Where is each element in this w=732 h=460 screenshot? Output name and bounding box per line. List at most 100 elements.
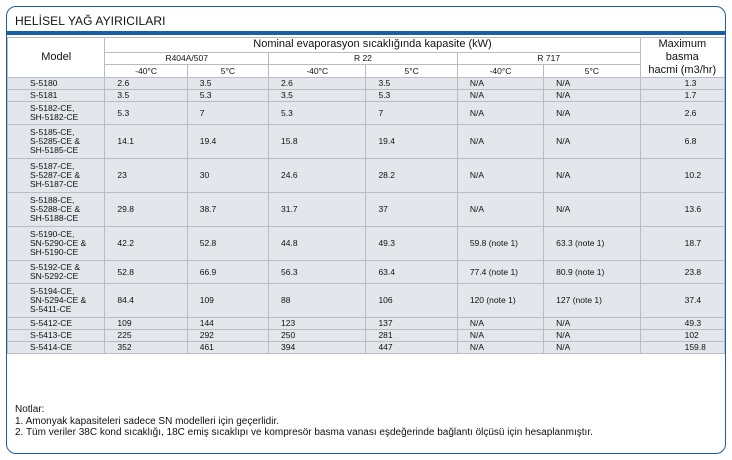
capacity-cell: 38.7: [186, 192, 270, 227]
note-item: 2. Tüm veriler 38C kond sıcaklığı, 18C e…: [15, 427, 593, 438]
capacity-cell: 225: [104, 329, 188, 342]
max-volume-cell: 18.7: [639, 226, 725, 261]
capacity-cell: 49.3: [365, 226, 458, 261]
table-row: S-5188-CE, S-5288-CE & SH-5188-CE 29.8 38.7 3…: [7, 192, 725, 227]
capacity-cell: N/A: [543, 341, 641, 354]
max-volume-cell: 37.4: [639, 283, 725, 318]
temperature-header: -40°C: [456, 64, 545, 78]
model-line: S-5412-CE: [30, 318, 73, 328]
capacity-cell: N/A: [543, 124, 641, 159]
model-line: S-5190-CE,: [30, 229, 75, 239]
model-line: S-5414-CE: [30, 342, 73, 352]
capacity-cell: 77.4 (note 1): [456, 260, 545, 284]
max-volume-cell: 2.6: [639, 101, 725, 125]
capacity-cell: 292: [186, 329, 270, 342]
capacity-cell: N/A: [543, 89, 641, 102]
capacity-cell: 5.3: [186, 89, 270, 102]
capacity-table-panel: HELİSEL YAĞ AYIRICILARI Model Nominal ev…: [6, 6, 726, 454]
max-volume-cell: 1.7: [639, 89, 725, 102]
capacity-cell: 120 (note 1): [456, 283, 545, 318]
capacity-cell: 59.8 (note 1): [456, 226, 545, 261]
table-row: S-5192-CE & SN-5292-CE 52.8 66.9 56.3 63.4 77.…: [7, 260, 725, 284]
capacity-cell: 84.4: [104, 283, 188, 318]
capacity-cell: 144: [186, 317, 270, 330]
capacity-cell: N/A: [456, 77, 545, 90]
column-header-nominal-capacity: Nominal evaporasyon sıcaklığında kapasit…: [104, 37, 641, 53]
capacity-cell: N/A: [456, 317, 545, 330]
capacity-cell: 23: [104, 158, 188, 193]
capacity-cell: 14.1: [104, 124, 188, 159]
model-cell: S-5181: [7, 89, 106, 102]
capacity-cell: 250: [268, 329, 367, 342]
capacity-cell: N/A: [543, 317, 641, 330]
page-title: HELİSEL YAĞ AYIRICILARI: [15, 14, 166, 28]
table-row: S-5187-CE, S-5287-CE & SH-5187-CE 23 30 24.6 2…: [7, 158, 725, 193]
capacity-cell: 19.4: [186, 124, 270, 159]
capacity-cell: 3.5: [268, 89, 367, 102]
model-cell: S-5180: [7, 77, 106, 90]
max-volume-cell: 13.6: [639, 192, 725, 227]
model-line: S-5194-CE,: [30, 286, 75, 296]
table-row: S-5412-CE 109 144 123 137 N/A N/A 49.3: [7, 317, 725, 330]
temperature-header: -40°C: [104, 64, 188, 78]
model-cell: S-5185-CE, S-5285-CE & SH-5185-CE: [7, 124, 106, 159]
max-volume-cell: 102: [639, 329, 725, 342]
model-line: S-5288-CE &: [30, 204, 81, 214]
capacity-cell: 2.6: [104, 77, 188, 90]
capacity-cell: N/A: [543, 329, 641, 342]
capacity-cell: 109: [186, 283, 270, 318]
table-row: S-5413-CE 225 292 250 281 N/A N/A 102: [7, 329, 725, 342]
capacity-cell: 80.9 (note 1): [543, 260, 641, 284]
model-line: S-5411-CE: [30, 304, 72, 314]
table-row: S-5185-CE, S-5285-CE & SH-5185-CE 14.1 19.4 1…: [7, 124, 725, 159]
model-cell: S-5194-CE, SN-5294-CE & S-5411-CE: [7, 283, 106, 318]
capacity-cell: N/A: [456, 101, 545, 125]
capacity-cell: 24.6: [268, 158, 367, 193]
capacity-cell: 394: [268, 341, 367, 354]
model-line: S-5188-CE,: [30, 195, 75, 205]
capacity-cell: 7: [365, 101, 458, 125]
capacity-cell: 7: [186, 101, 270, 125]
refrigerant-header: R 717: [456, 51, 641, 66]
max-volume-cell: 23.8: [639, 260, 725, 284]
capacity-cell: 19.4: [365, 124, 458, 159]
capacity-cell: 3.5: [365, 77, 458, 90]
capacity-cell: 5.3: [365, 89, 458, 102]
refrigerant-header: R 22: [268, 51, 458, 66]
max-volume-cell: 159.8: [639, 341, 725, 354]
model-line: SN-5290-CE &: [30, 238, 87, 248]
capacity-cell: N/A: [456, 192, 545, 227]
table-row: S-5180 2.6 3.5 2.6 3.5 N/A N/A 1.3: [7, 77, 725, 90]
max-volume-cell: 6.8: [639, 124, 725, 159]
capacity-cell: 28.2: [365, 158, 458, 193]
table-row: S-5190-CE, SN-5290-CE & SH-5190-CE 42.2 52.8…: [7, 226, 725, 261]
column-header-model: Model: [7, 37, 106, 78]
temperature-header: 5°C: [543, 64, 641, 78]
model-line: S-5182-CE,: [30, 103, 75, 113]
capacity-table: Model Nominal evaporasyon sıcaklığında k…: [7, 37, 725, 354]
model-cell: S-5188-CE, S-5288-CE & SH-5188-CE: [7, 192, 106, 227]
model-line: S-5185-CE,: [30, 127, 75, 137]
model-line: S-5192-CE &: [30, 262, 81, 272]
table-row: S-5181 3.5 5.3 3.5 5.3 N/A N/A 1.7: [7, 89, 725, 102]
capacity-cell: 63.3 (note 1): [543, 226, 641, 261]
capacity-cell: 461: [186, 341, 270, 354]
model-line: S-5187-CE,: [30, 161, 75, 171]
model-cell: S-5412-CE: [7, 317, 106, 330]
capacity-cell: 66.9: [186, 260, 270, 284]
capacity-cell: 44.8: [268, 226, 367, 261]
max-volume-cell: 10.2: [639, 158, 725, 193]
capacity-cell: N/A: [456, 124, 545, 159]
capacity-cell: 5.3: [268, 101, 367, 125]
notes: Notlar: 1. Amonyak kapasiteleri sadece S…: [15, 404, 593, 439]
capacity-cell: 352: [104, 341, 188, 354]
capacity-cell: 106: [365, 283, 458, 318]
model-line: SH-5190-CE: [30, 247, 79, 257]
model-line: SH-5187-CE: [30, 179, 79, 189]
model-line: SN-5292-CE: [30, 271, 79, 281]
capacity-cell: 2.6: [268, 77, 367, 90]
capacity-cell: N/A: [543, 158, 641, 193]
capacity-cell: 15.8: [268, 124, 367, 159]
model-line: SH-5188-CE: [30, 213, 79, 223]
max-volume-cell: 49.3: [639, 317, 725, 330]
